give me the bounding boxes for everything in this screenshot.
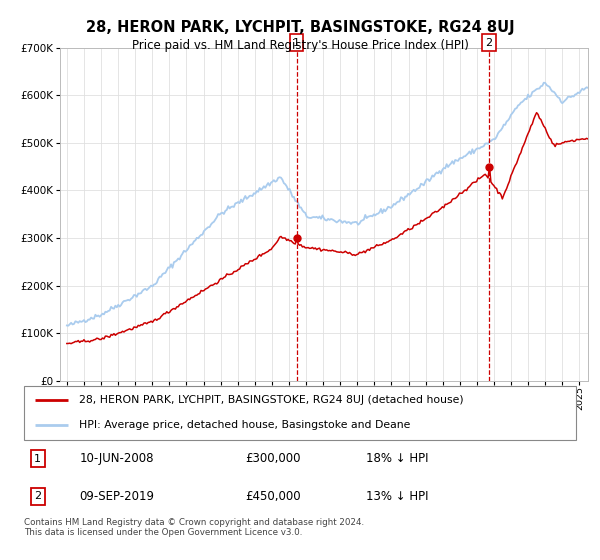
Text: £300,000: £300,000	[245, 452, 301, 465]
Text: 28, HERON PARK, LYCHPIT, BASINGSTOKE, RG24 8UJ (detached house): 28, HERON PARK, LYCHPIT, BASINGSTOKE, RG…	[79, 395, 464, 405]
Text: 28, HERON PARK, LYCHPIT, BASINGSTOKE, RG24 8UJ: 28, HERON PARK, LYCHPIT, BASINGSTOKE, RG…	[86, 20, 514, 35]
Text: 18% ↓ HPI: 18% ↓ HPI	[366, 452, 429, 465]
Text: £450,000: £450,000	[245, 490, 301, 503]
Text: 1: 1	[293, 38, 300, 48]
Text: 09-SEP-2019: 09-SEP-2019	[79, 490, 154, 503]
Text: 1: 1	[34, 454, 41, 464]
Text: Contains HM Land Registry data © Crown copyright and database right 2024.
This d: Contains HM Land Registry data © Crown c…	[24, 518, 364, 538]
Text: HPI: Average price, detached house, Basingstoke and Deane: HPI: Average price, detached house, Basi…	[79, 420, 410, 430]
Text: 10-JUN-2008: 10-JUN-2008	[79, 452, 154, 465]
Text: 2: 2	[485, 38, 493, 48]
Text: 13% ↓ HPI: 13% ↓ HPI	[366, 490, 429, 503]
Text: 2: 2	[34, 491, 41, 501]
Text: Price paid vs. HM Land Registry's House Price Index (HPI): Price paid vs. HM Land Registry's House …	[131, 39, 469, 52]
